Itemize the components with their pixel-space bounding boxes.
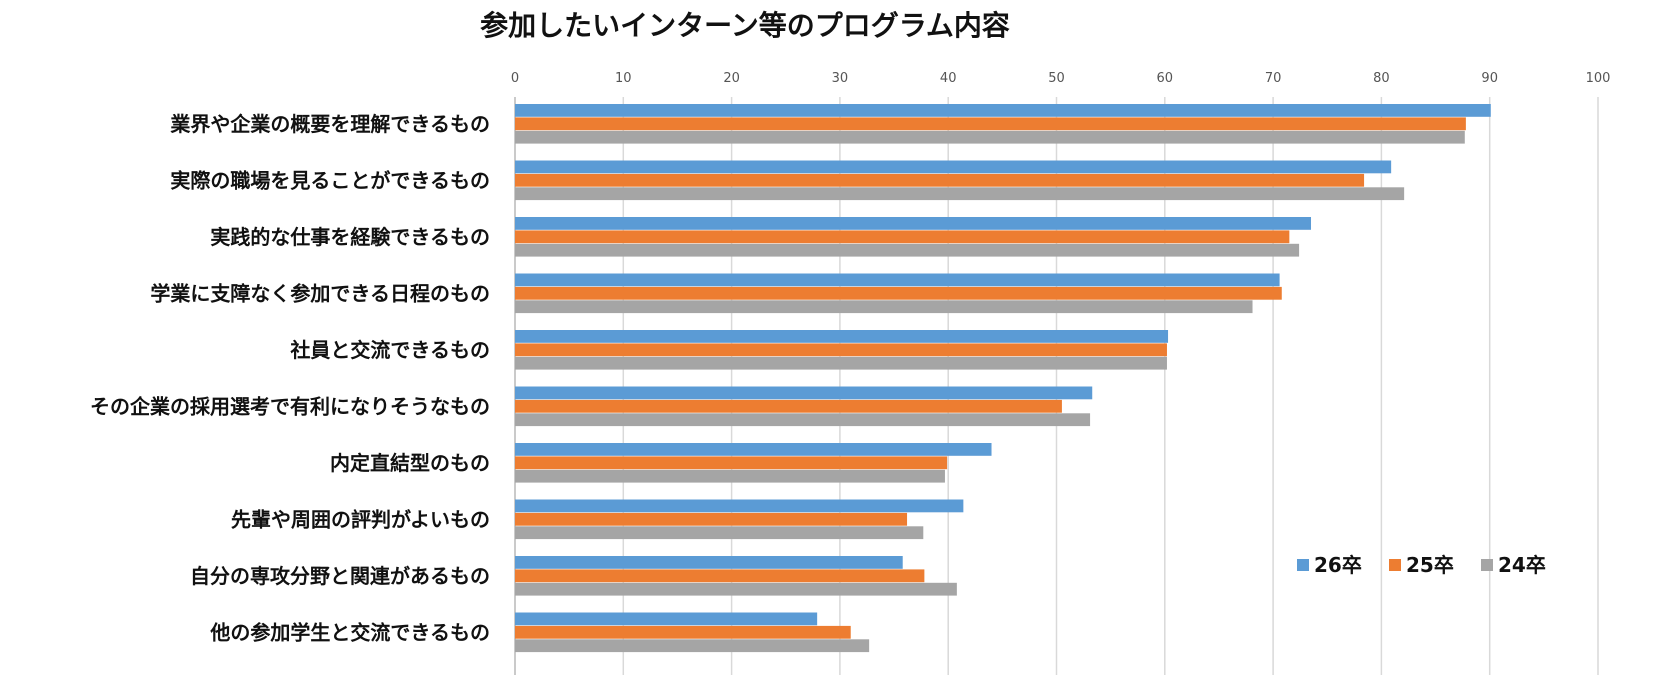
- category-label: 内定直結型のもの: [330, 451, 490, 475]
- x-tick-label: 0: [511, 71, 519, 86]
- bar: [515, 160, 1392, 174]
- bar: [515, 569, 925, 583]
- legend-label: 24卒: [1498, 553, 1546, 577]
- legend-swatch: [1297, 559, 1309, 571]
- legend-label: 25卒: [1406, 553, 1454, 577]
- x-tick-label: 20: [723, 71, 740, 86]
- bar: [515, 556, 903, 569]
- chart-title: 参加したいインターン等のプログラム内容: [480, 9, 1010, 42]
- x-tick-label: 60: [1157, 71, 1174, 86]
- bar: [515, 612, 818, 626]
- bar: [515, 343, 1167, 357]
- x-tick-label: 80: [1373, 71, 1390, 86]
- bar: [515, 173, 1365, 187]
- bar: [515, 217, 1312, 230]
- x-tick-label: 30: [832, 71, 849, 86]
- category-labels: 業界や企業の概要を理解できるもの実際の職場を見ることができるもの実践的な仕事を経…: [90, 112, 490, 645]
- bar: [515, 456, 948, 470]
- x-tick-label: 90: [1481, 71, 1498, 86]
- bar: [515, 639, 870, 653]
- bar: [515, 443, 992, 456]
- bar: [515, 286, 1282, 300]
- bar: [515, 469, 945, 483]
- x-tick-label: 70: [1265, 71, 1282, 86]
- legend: 26卒 25卒 24卒: [1297, 553, 1546, 577]
- bar: [515, 300, 1253, 314]
- bar: [515, 625, 851, 639]
- bar: [515, 526, 924, 540]
- bar: [515, 230, 1290, 244]
- legend-swatch: [1389, 559, 1401, 571]
- category-label: 自分の専攻分野と関連があるもの: [190, 564, 490, 588]
- bar: [515, 386, 1093, 400]
- legend-swatch: [1481, 559, 1493, 571]
- x-tick-label: 40: [940, 71, 957, 86]
- bar: [515, 104, 1491, 117]
- x-tick-label: 50: [1048, 71, 1065, 86]
- category-label: 社員と交流できるもの: [289, 338, 490, 362]
- bar: [515, 582, 957, 596]
- category-label: 実際の職場を見ることができるもの: [170, 169, 490, 193]
- bar: [515, 399, 1062, 413]
- category-label: その企業の採用選考で有利になりそうなもの: [90, 395, 490, 419]
- category-label: 先輩や周囲の評判がよいもの: [231, 508, 490, 532]
- bar: [515, 330, 1169, 343]
- bar: [515, 512, 908, 526]
- x-axis-tick-labels: 0 10 20 30 40 50 60 70 80 90 100: [511, 71, 1611, 86]
- bar: [515, 356, 1167, 370]
- legend-label: 26卒: [1314, 553, 1362, 577]
- bar: [515, 243, 1300, 257]
- category-label: 実践的な仕事を経験できるもの: [210, 225, 490, 249]
- bar: [515, 273, 1280, 287]
- category-label: 学業に支障なく参加できる日程のもの: [150, 282, 490, 306]
- bar: [515, 117, 1466, 131]
- category-label: 他の参加学生と交流できるもの: [209, 621, 490, 645]
- x-tick-label: 10: [615, 71, 632, 86]
- bars: [515, 104, 1491, 653]
- bar: [515, 187, 1405, 201]
- bar: [515, 499, 964, 513]
- bar: [515, 413, 1091, 427]
- category-label: 業界や企業の概要を理解できるもの: [170, 112, 490, 136]
- bar: [515, 130, 1465, 144]
- x-tick-label: 100: [1586, 71, 1611, 86]
